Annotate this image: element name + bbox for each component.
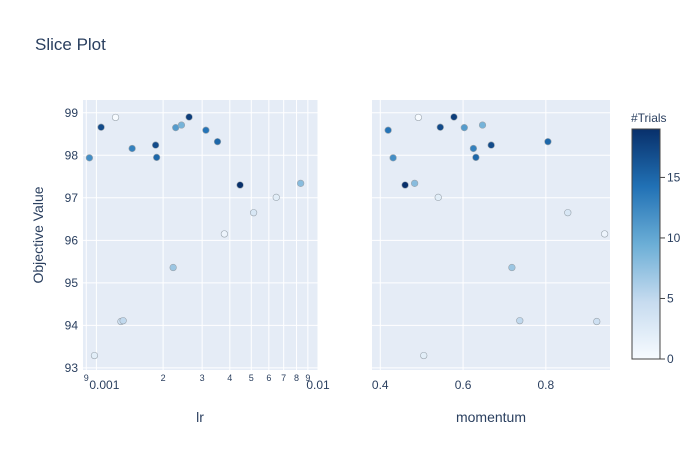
data-point-lr[interactable] [90,351,99,360]
y-ticks: 93 94 95 96 97 98 99 [65,106,79,375]
data-point-momentum[interactable] [601,230,609,238]
y-tick-label: 94 [65,318,79,332]
data-point-momentum[interactable] [434,193,442,201]
grid-lr [83,100,319,370]
y-tick-label: 98 [65,148,79,162]
y-tick-label: 97 [65,191,79,205]
data-point-momentum[interactable] [544,138,552,146]
y-tick-label: 96 [65,233,79,247]
x-axis-label-lr: lr [196,409,204,425]
data-point-lr[interactable] [97,123,105,131]
x-tick-label-lr: 9 [84,373,89,383]
data-point-momentum[interactable] [478,121,487,129]
data-point-lr[interactable] [249,209,258,217]
data-point-lr[interactable] [85,154,94,162]
data-point-lr[interactable] [220,230,228,238]
colorbar-tick-label: 5 [667,291,674,305]
x-tick-label-lr: 2 [161,373,166,383]
x-axis-label-momentum: momentum [456,409,526,425]
data-point-lr[interactable] [272,193,280,201]
y-tick-label: 99 [65,106,79,120]
x-ticks-momentum: 0.4 0.6 0.8 [372,378,555,392]
data-point-lr[interactable] [185,113,193,121]
x-tick-label-lr: 0.001 [89,378,119,392]
data-point-lr[interactable] [169,263,177,272]
data-point-lr[interactable] [213,138,222,146]
data-point-momentum[interactable] [564,209,572,217]
data-point-lr[interactable] [236,181,244,189]
data-point-momentum[interactable] [450,113,458,121]
y-axis-label: Objective Value [30,186,46,283]
data-point-momentum[interactable] [472,153,480,162]
points-momentum [384,113,609,360]
data-point-lr[interactable] [177,121,186,129]
data-point-lr[interactable] [128,144,136,153]
data-point-lr[interactable] [119,317,127,325]
data-point-momentum[interactable] [414,113,422,122]
x-tick-label-lr: 8 [294,373,299,383]
data-point-lr[interactable] [152,141,160,149]
colorbar-ticks: 0 5 10 15 [660,170,681,366]
x-tick-label-lr: 5 [249,373,254,383]
data-point-momentum[interactable] [411,179,419,187]
colorbar [631,128,661,360]
y-tick-label: 93 [65,361,79,375]
data-point-momentum[interactable] [508,263,516,272]
data-point-lr[interactable] [297,179,305,187]
x-tick-label-lr: 7 [281,373,286,383]
y-tick-label: 95 [65,276,79,290]
x-ticks-lr: 9 0.001 2 3 4 5 6 7 8 90.01 [84,373,330,392]
data-point-lr[interactable] [111,113,120,122]
data-point-momentum[interactable] [420,351,428,360]
data-point-momentum[interactable] [516,317,524,325]
data-point-lr[interactable] [153,153,161,162]
x-tick-label-lr: 4 [227,373,232,383]
data-point-lr[interactable] [202,126,210,134]
data-point-momentum[interactable] [389,154,397,162]
x-tick-label-lr: 3 [200,373,205,383]
colorbar-title: #Trials [631,111,667,125]
colorbar-tick-label: 10 [667,231,681,245]
data-point-momentum[interactable] [469,144,478,153]
points-lr [85,113,305,360]
data-point-momentum[interactable] [384,126,392,134]
x-tick-label-lr: 9 [305,373,310,383]
data-point-momentum[interactable] [487,141,495,149]
data-point-momentum[interactable] [460,124,468,132]
x-tick-label-lr: 6 [266,373,271,383]
colorbar-tick-label: 0 [667,352,674,366]
x-tick-label-momentum: 0.8 [537,378,554,392]
data-point-momentum[interactable] [593,317,601,326]
x-tick-label-momentum: 0.4 [372,378,389,392]
chart-title: Slice Plot [35,35,106,54]
colorbar-tick-label: 15 [667,170,681,184]
grid-momentum [372,100,610,370]
data-point-momentum[interactable] [401,181,409,189]
x-tick-label-momentum: 0.6 [455,378,472,392]
data-point-momentum[interactable] [436,123,444,131]
x-tick-label-lr: 0.01 [306,378,330,392]
plot-area-momentum[interactable] [372,100,610,370]
plot-area-lr[interactable] [83,100,318,370]
